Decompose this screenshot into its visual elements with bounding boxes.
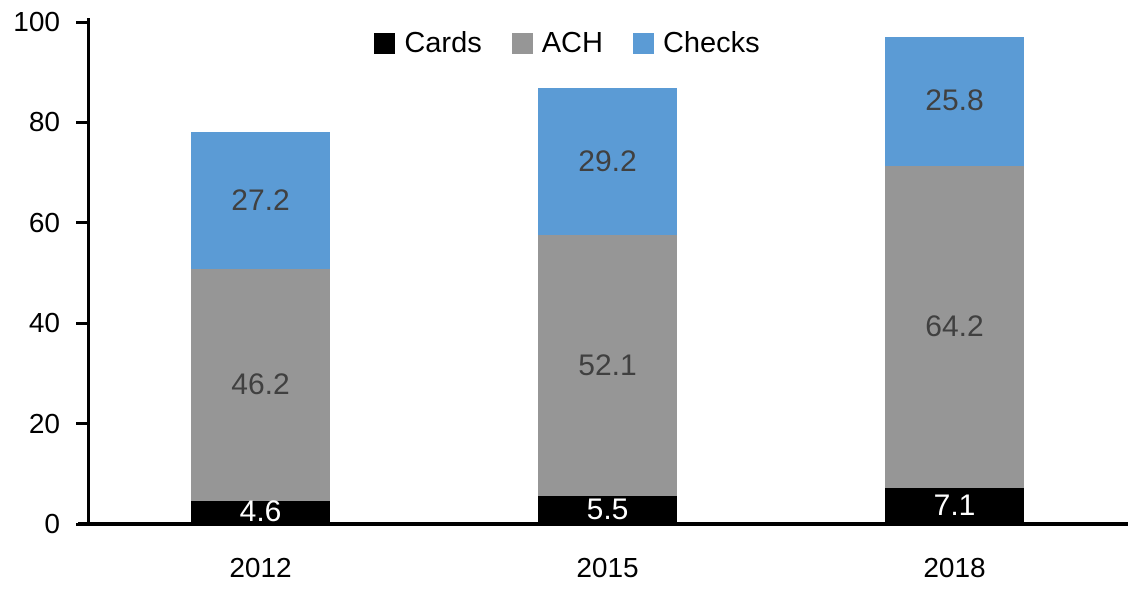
legend-item-ach: ACH: [511, 27, 603, 59]
y-tick-label: 100: [13, 6, 60, 37]
data-label-2018-ach: 64.2: [925, 310, 984, 344]
legend-swatch-icon: [511, 33, 533, 54]
bar-segment-2015-checks: [538, 88, 677, 235]
data-label-2015-cards: 5.5: [586, 493, 629, 527]
bar-segment-2015-cards: [538, 496, 677, 524]
legend-item-checks: Checks: [632, 27, 760, 59]
bar-segment-2012-ach: [191, 268, 330, 501]
y-tick-mark: [76, 221, 87, 225]
data-label-2012-ach: 46.2: [231, 367, 290, 401]
x-category-label: 2012: [229, 552, 292, 583]
y-tick-mark: [76, 321, 87, 325]
legend-label: Checks: [662, 27, 760, 59]
data-label-2018-checks: 25.8: [925, 84, 984, 118]
y-tick-mark: [76, 120, 87, 124]
bar-segment-2018-cards: [885, 488, 1024, 524]
y-tick-label: 0: [44, 508, 60, 539]
legend-label: Cards: [404, 27, 482, 59]
y-tick-mark: [76, 20, 87, 24]
bar-segment-2018-ach: [885, 166, 1024, 489]
data-label-2015-checks: 29.2: [578, 144, 637, 178]
legend-swatch-icon: [632, 33, 654, 54]
legend-item-cards: Cards: [374, 27, 482, 59]
y-axis-line: [87, 18, 90, 526]
legend-swatch-icon: [374, 33, 396, 54]
bar-segment-2012-cards: [191, 500, 330, 524]
data-label-2012-cards: 4.6: [239, 495, 282, 529]
legend-label: ACH: [541, 27, 603, 59]
y-tick-label: 60: [28, 206, 60, 238]
y-tick-label: 20: [28, 407, 60, 439]
x-category-label: 2015: [576, 552, 639, 583]
data-label-2012-checks: 27.2: [231, 183, 290, 217]
bar-segment-2012-checks: [191, 132, 330, 269]
y-tick-mark: [76, 522, 87, 526]
data-label-2018-cards: 7.1: [933, 489, 976, 523]
data-label-2015-ach: 52.1: [578, 348, 637, 382]
x-category-label: 2018: [923, 552, 986, 583]
y-tick-mark: [76, 422, 87, 426]
y-tick-label: 80: [28, 106, 60, 138]
bar-segment-2015-ach: [538, 234, 677, 497]
x-axis-line: [78, 522, 1128, 526]
bar-segment-2018-checks: [885, 36, 1024, 167]
y-tick-label: 40: [28, 307, 60, 339]
